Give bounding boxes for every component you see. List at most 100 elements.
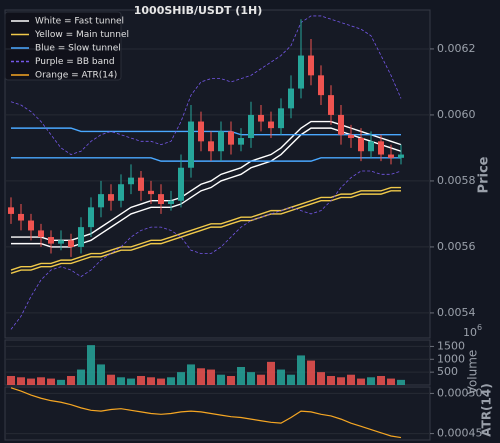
tunnel-line xyxy=(11,127,401,136)
volume-bar xyxy=(167,377,175,385)
volume-bar xyxy=(27,378,35,385)
volume-bar xyxy=(137,376,145,385)
legend xyxy=(4,11,122,81)
legend-label: Yellow = Main tunnel xyxy=(34,30,129,40)
volume-bar xyxy=(327,376,335,385)
candle-body xyxy=(328,95,334,115)
candle-body xyxy=(388,154,394,158)
volume-bar xyxy=(337,377,345,385)
volume-bar xyxy=(7,376,15,385)
volume-bar xyxy=(207,369,215,385)
candle-body xyxy=(118,184,124,201)
legend-label: Purple = BB band xyxy=(35,57,115,67)
candle-body xyxy=(368,141,374,152)
volume-bar xyxy=(87,345,95,385)
volume-bar xyxy=(217,374,225,385)
candle-body xyxy=(48,237,54,244)
volume-bar xyxy=(297,355,305,385)
candle-body xyxy=(238,138,244,145)
volume-bar xyxy=(277,369,285,385)
legend-label: Blue = Slow tunnel xyxy=(35,44,121,54)
candle-body xyxy=(378,141,384,155)
y-tick-label: 1000 xyxy=(437,352,465,365)
atr-panel xyxy=(4,386,431,441)
bb-band xyxy=(10,15,402,155)
candle-body xyxy=(258,114,264,122)
volume-bar xyxy=(67,376,75,385)
y-tick-label: 0.0058 xyxy=(437,174,476,187)
volume-bar xyxy=(237,367,245,385)
volume-bar xyxy=(287,374,295,385)
volume-bar xyxy=(377,376,385,385)
y-axis-label: ATR(14) xyxy=(480,383,494,436)
candle-body xyxy=(18,213,24,221)
volume-bar xyxy=(127,378,135,385)
candle-body xyxy=(278,108,284,129)
volume-bar xyxy=(367,377,375,385)
volume-bar xyxy=(147,377,155,385)
volume-bar xyxy=(397,379,405,385)
candle-body xyxy=(28,220,34,231)
volume-bar xyxy=(267,361,275,385)
volume-bar xyxy=(387,378,395,385)
volume-bar xyxy=(17,377,25,385)
candle-body xyxy=(168,200,174,205)
y-tick-label: 0.0056 xyxy=(437,240,476,253)
candle-body xyxy=(68,240,74,247)
volume-bar xyxy=(317,372,325,385)
candle-body xyxy=(338,114,344,135)
y-tick-label: 0.0054 xyxy=(437,306,476,319)
y-axis-label: Volume xyxy=(466,350,480,395)
tunnel-line xyxy=(10,190,401,274)
candle-body xyxy=(208,141,214,152)
candle-body xyxy=(148,190,154,195)
volume-bar xyxy=(47,378,55,385)
y-tick-label: 0.0060 xyxy=(437,108,476,121)
candle-body xyxy=(158,194,164,205)
candle-body xyxy=(298,55,304,89)
candle-body xyxy=(58,240,64,244)
volume-bar xyxy=(227,376,235,385)
volume-bar xyxy=(117,377,125,385)
volume-bar xyxy=(257,374,265,385)
volume-bar xyxy=(307,360,315,385)
legend-label: Orange = ATR(14) xyxy=(35,71,117,81)
volume-bar xyxy=(77,369,85,385)
candle-body xyxy=(128,177,134,185)
tunnel-line xyxy=(10,186,401,271)
y-tick-label: 0.0062 xyxy=(437,42,476,55)
candle-body xyxy=(138,177,144,191)
candle-body xyxy=(38,230,44,238)
volume-bar xyxy=(57,379,65,385)
tunnel-line xyxy=(11,127,402,248)
volume-bar xyxy=(187,364,195,385)
chart-title: 1000SHIB/USDT (1H) xyxy=(134,4,262,17)
bb-band xyxy=(10,170,402,330)
candle-body xyxy=(88,207,94,228)
volume-bar xyxy=(247,372,255,385)
atr-line xyxy=(10,387,402,439)
volume-bar xyxy=(37,377,45,385)
candle-body xyxy=(108,194,114,201)
candle-body xyxy=(178,167,184,201)
y-tick-label: 1500 xyxy=(437,339,465,352)
candle-body xyxy=(98,194,104,208)
candle-body xyxy=(288,88,294,109)
candle-body xyxy=(348,134,354,139)
candle-body xyxy=(218,131,224,152)
volume-bar xyxy=(357,378,365,385)
y-tick-label: 0.00050 xyxy=(437,386,483,399)
y-axis-label: Price xyxy=(477,156,492,193)
legend-label: White = Fast tunnel xyxy=(35,17,124,27)
candle-body xyxy=(78,227,84,247)
tunnel-line xyxy=(11,157,401,162)
candle-body xyxy=(268,121,274,129)
y-tick-label: 500 xyxy=(437,365,458,378)
candle-body xyxy=(8,207,14,214)
volume-bar xyxy=(197,368,205,385)
multiplier-base: 10 xyxy=(463,326,477,339)
candle-body xyxy=(248,114,254,139)
y-tick-label: 0.00045 xyxy=(437,427,483,440)
volume-bar xyxy=(347,374,355,385)
